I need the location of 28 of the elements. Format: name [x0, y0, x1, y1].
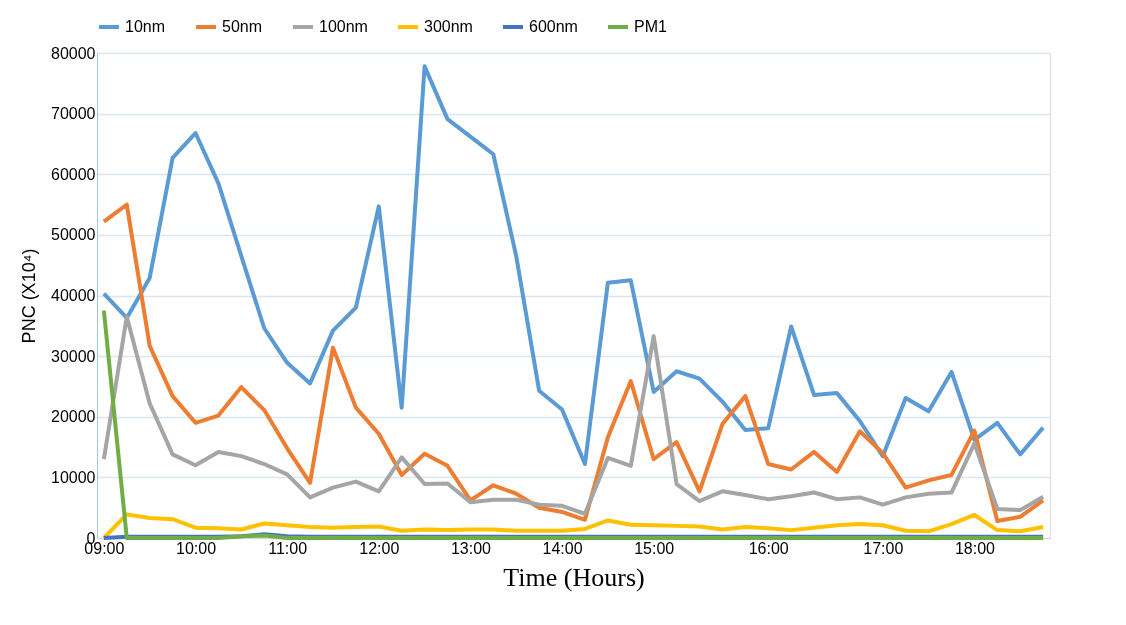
y-tick-label: 10000: [51, 468, 96, 486]
legend-label: 100nm: [319, 18, 368, 35]
y-tick-label: 30000: [51, 347, 96, 365]
x-tick-label: 17:00: [863, 539, 904, 557]
line-series: [101, 64, 1046, 467]
legend-label: 50nm: [222, 18, 263, 35]
x-tick-label: 15:00: [634, 539, 675, 557]
y-axis-title: PNC (X10⁴): [19, 248, 40, 344]
x-axis-title: Time (Hours): [503, 562, 645, 592]
y-tick-label: 40000: [51, 287, 96, 304]
line-series: [101, 202, 1046, 524]
legend-label: 300nm: [424, 18, 473, 35]
x-tick-label: 13:00: [450, 539, 492, 557]
legend-label: 10nm: [125, 18, 166, 35]
x-tick-label: 10:00: [175, 539, 217, 557]
x-tick-label: 14:00: [542, 539, 583, 557]
y-tick-label: 70000: [51, 105, 96, 123]
x-tick-label: 11:00: [268, 539, 308, 557]
y-tick-label: 60000: [51, 165, 96, 183]
y-tick-label: 50000: [51, 226, 96, 244]
legend-label: 600nm: [529, 18, 578, 35]
y-tick-label: 80000: [51, 44, 96, 62]
x-tick-label: 16:00: [748, 539, 789, 557]
x-tick-label: 18:00: [954, 539, 996, 557]
legend-label: PM1: [634, 18, 667, 35]
y-tick-label: 20000: [51, 408, 96, 426]
x-tick-label: 12:00: [359, 539, 400, 557]
line-series: [101, 512, 1046, 540]
